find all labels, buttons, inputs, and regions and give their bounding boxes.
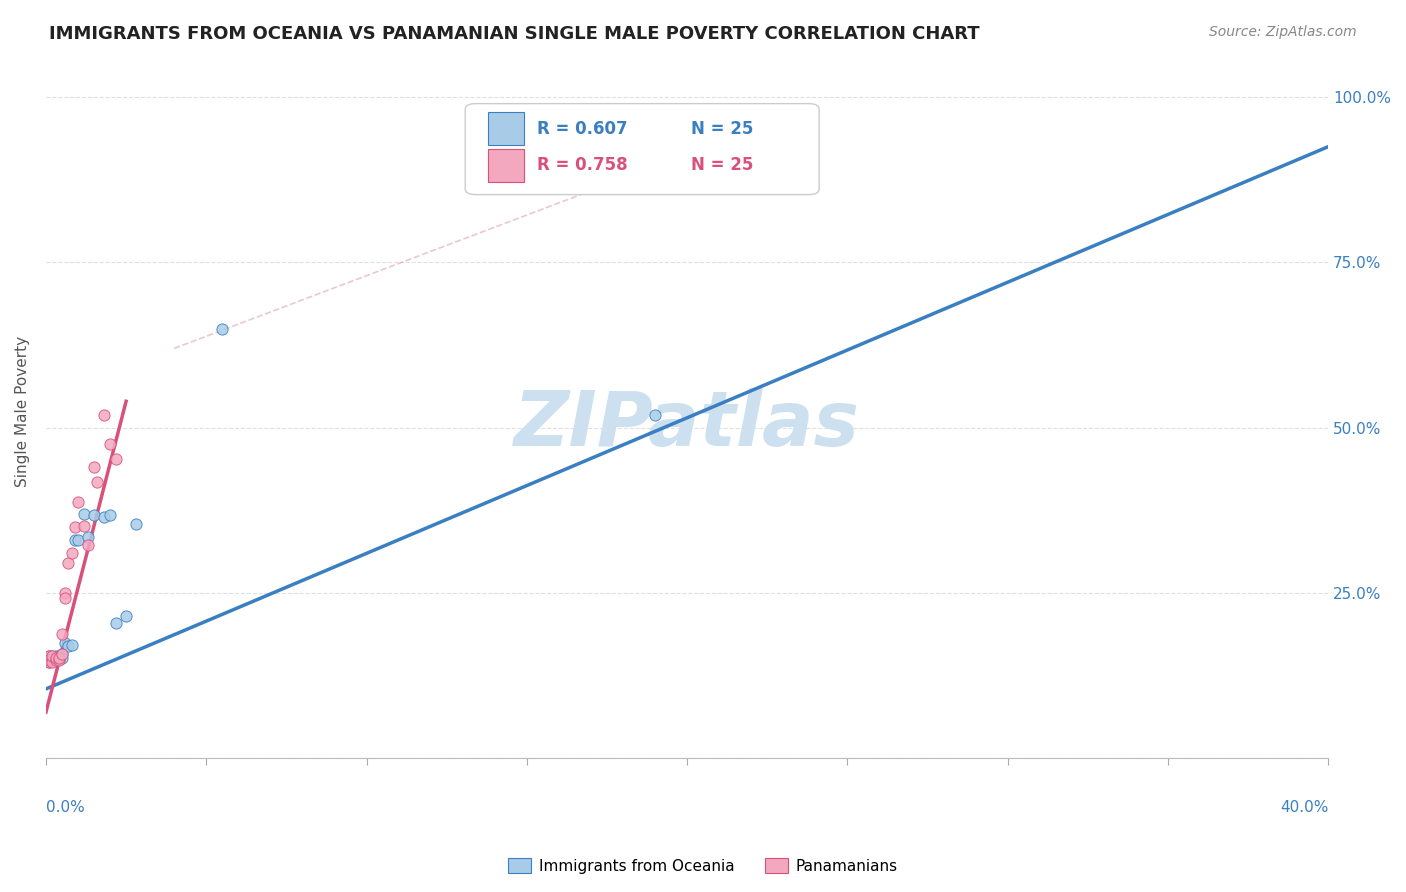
Text: ZIPatlas: ZIPatlas — [515, 388, 860, 462]
Point — [38, 648, 60, 663]
Point — [48, 650, 70, 665]
Text: Source: ZipAtlas.com: Source: ZipAtlas.com — [1209, 25, 1357, 39]
Point — [38, 653, 60, 667]
Point — [51, 650, 73, 665]
Point — [45, 650, 67, 665]
Point — [41, 648, 63, 663]
Point — [41, 652, 63, 666]
Text: R = 0.758: R = 0.758 — [537, 156, 627, 174]
Bar — [488, 112, 524, 145]
Point — [73, 518, 96, 533]
Point — [53, 635, 76, 649]
Point — [45, 648, 67, 663]
Point — [211, 321, 233, 335]
Point — [93, 408, 115, 422]
Point — [73, 507, 96, 521]
Point — [53, 591, 76, 606]
Point — [51, 647, 73, 661]
Point — [105, 452, 128, 467]
Point — [76, 530, 98, 544]
Point — [644, 408, 666, 422]
Point — [115, 609, 138, 624]
Point — [51, 627, 73, 641]
Point — [38, 656, 60, 670]
Point — [48, 653, 70, 667]
Text: IMMIGRANTS FROM OCEANIA VS PANAMANIAN SINGLE MALE POVERTY CORRELATION CHART: IMMIGRANTS FROM OCEANIA VS PANAMANIAN SI… — [49, 25, 980, 43]
Point — [38, 656, 60, 670]
Point — [45, 653, 67, 667]
Point — [60, 638, 83, 652]
Text: N = 25: N = 25 — [690, 156, 754, 174]
Point — [63, 533, 86, 548]
Point — [41, 656, 63, 670]
Point — [60, 546, 83, 560]
Bar — [488, 149, 524, 182]
Point — [86, 475, 108, 489]
Text: 0.0%: 0.0% — [46, 800, 84, 815]
Legend: Immigrants from Oceania, Panamanians: Immigrants from Oceania, Panamanians — [502, 852, 904, 880]
Point — [98, 437, 121, 451]
Y-axis label: Single Male Poverty: Single Male Poverty — [15, 335, 30, 487]
Text: 40.0%: 40.0% — [1279, 800, 1329, 815]
Point — [105, 615, 128, 630]
Point — [48, 652, 70, 666]
Point — [66, 533, 89, 548]
Text: R = 0.607: R = 0.607 — [537, 120, 627, 137]
Point — [66, 495, 89, 509]
Point — [41, 648, 63, 663]
Text: N = 25: N = 25 — [690, 120, 754, 137]
Point — [58, 639, 80, 653]
Point — [83, 508, 105, 522]
Point — [58, 556, 80, 570]
Point — [48, 648, 70, 663]
Point — [41, 652, 63, 666]
Point — [38, 648, 60, 663]
Point — [45, 653, 67, 667]
FancyBboxPatch shape — [465, 103, 820, 194]
Point — [63, 520, 86, 534]
Point — [125, 516, 148, 531]
Point — [51, 647, 73, 661]
Point — [93, 510, 115, 524]
Point — [83, 460, 105, 475]
Point — [53, 586, 76, 600]
Point — [76, 538, 98, 552]
Point — [98, 508, 121, 522]
